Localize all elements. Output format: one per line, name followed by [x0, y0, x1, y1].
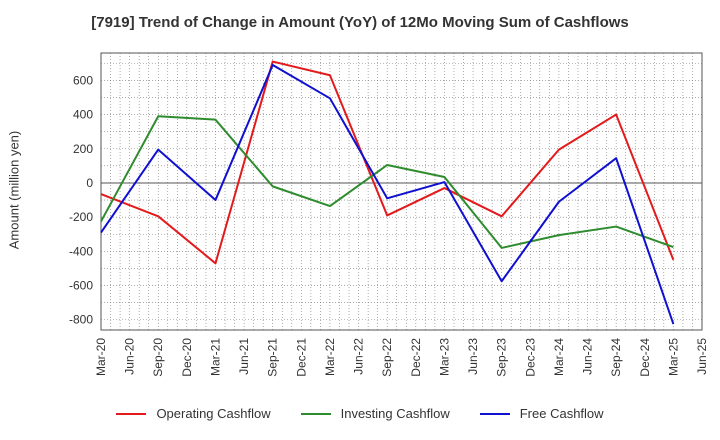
series-line-operating-cashflow: [100, 60, 675, 265]
plot-frame: [100, 52, 703, 331]
x-tick-label: Mar-21: [208, 338, 222, 376]
x-tick-label: Sep-21: [266, 338, 280, 377]
legend-item: Investing Cashflow: [300, 406, 450, 421]
x-tick-label: Jun-20: [123, 338, 137, 375]
legend-label: Operating Cashflow: [156, 406, 271, 421]
legend-item: Free Cashflow: [479, 406, 604, 421]
x-tick-label: Mar-24: [552, 338, 566, 376]
legend-swatch: [479, 412, 510, 415]
x-tick-label: Dec-22: [409, 338, 423, 377]
x-tick-label: Sep-23: [495, 338, 509, 377]
legend: Operating Cashflow Investing Cashflow Free…: [0, 406, 720, 421]
x-tick-label: Mar-22: [323, 338, 337, 376]
chart-title: [7919] Trend of Change in Amount (YoY) o…: [91, 14, 629, 31]
y-tick-label: 400: [73, 108, 93, 122]
x-tick-label: Dec-24: [638, 338, 652, 377]
legend-item: Operating Cashflow: [116, 406, 271, 421]
x-tick-label: Jun-25: [695, 338, 709, 375]
x-tick-label: Jun-23: [466, 338, 480, 375]
series-line-free-cashflow: [100, 63, 675, 325]
x-tick-label: Sep-24: [609, 338, 623, 377]
y-tick-label: -400: [69, 244, 93, 258]
legend-label: Free Cashflow: [519, 406, 604, 421]
plot-area: [101, 53, 702, 330]
x-tick-label: Dec-21: [294, 338, 308, 377]
x-tick-label: Sep-22: [380, 338, 394, 377]
x-tick-label: Jun-24: [581, 338, 595, 375]
x-tick-label: Dec-20: [180, 338, 194, 377]
x-tick-label: Mar-25: [666, 338, 680, 376]
x-tick-label: Mar-23: [437, 338, 451, 376]
x-tick-label: Jun-22: [352, 338, 366, 375]
y-tick-label: -600: [69, 279, 93, 293]
legend-swatch: [116, 412, 147, 415]
x-tick-label: Mar-20: [94, 338, 108, 376]
x-tick-label: Sep-20: [151, 338, 165, 377]
y-tick-label: 0: [86, 176, 93, 190]
y-tick-label: 200: [73, 142, 93, 156]
y-tick-label: -800: [69, 313, 93, 327]
x-tick-label: Jun-21: [237, 338, 251, 375]
y-tick-label: -200: [69, 210, 93, 224]
x-tick-label: Dec-23: [523, 338, 537, 377]
series-line-investing-cashflow: [100, 115, 674, 249]
legend-label: Investing Cashflow: [340, 406, 450, 421]
legend-swatch: [300, 412, 331, 415]
y-tick-label: 600: [73, 73, 93, 87]
